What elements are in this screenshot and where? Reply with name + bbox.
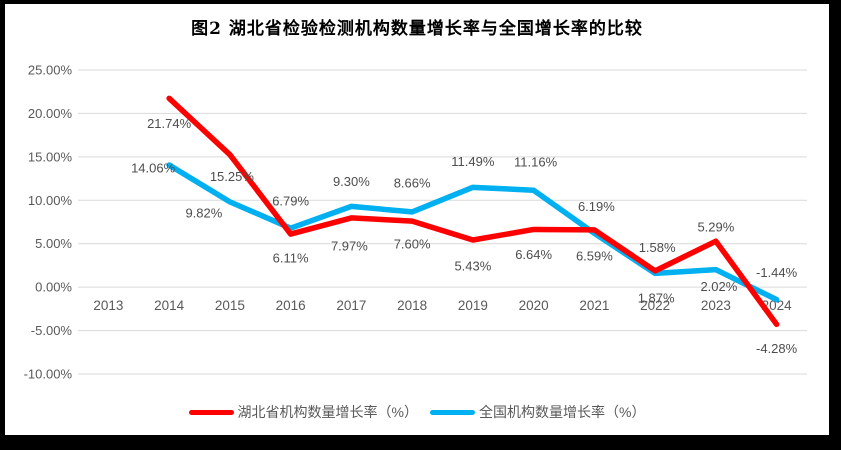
x-axis-tick-label: 2018: [397, 298, 427, 313]
data-label-national: -1.44%: [756, 265, 798, 280]
legend: 湖北省机构数量增长率（%） 全国机构数量增长率（%）: [5, 402, 829, 422]
legend-label-hubei: 湖北省机构数量增长率（%）: [237, 404, 418, 420]
data-label-hubei: 6.64%: [515, 247, 552, 262]
x-axis-tick-label: 2021: [579, 298, 609, 313]
y-axis-tick-label: 20.00%: [28, 106, 73, 121]
data-label-hubei: 5.29%: [697, 220, 734, 235]
data-label-national: 6.19%: [578, 199, 615, 214]
legend-label-national: 全国机构数量增长率（%）: [479, 404, 646, 420]
data-label-national: 11.16%: [514, 155, 558, 170]
x-axis-tick-label: 2015: [215, 298, 245, 313]
data-label-hubei: 15.25%: [210, 169, 255, 184]
data-label-hubei: 5.43%: [454, 258, 491, 273]
data-label-hubei: 7.97%: [331, 238, 368, 253]
x-axis-tick-label: 2017: [336, 298, 366, 313]
y-axis-tick-label: 25.00%: [28, 63, 73, 78]
data-label-hubei: 6.59%: [576, 248, 613, 263]
data-label-hubei: 6.11%: [273, 251, 309, 266]
legend-item-national: 全国机构数量增长率（%）: [430, 402, 645, 422]
x-axis-tick-label: 2019: [458, 298, 488, 313]
y-axis-tick-label: -5.00%: [31, 323, 73, 338]
x-axis-tick-label: 2016: [276, 298, 306, 313]
legend-item-hubei: 湖北省机构数量增长率（%）: [188, 402, 418, 422]
data-label-national: 6.79%: [272, 194, 309, 209]
y-axis-tick-label: 0.00%: [35, 280, 72, 295]
x-axis-tick-label: 2013: [93, 298, 123, 313]
data-label-national: 8.66%: [394, 175, 431, 190]
series-line-national: [166, 162, 780, 303]
chart-title: 图2 湖北省检验检测机构数量增长率与全国增长率的比较: [191, 19, 643, 39]
data-label-national: 1.58%: [639, 240, 676, 255]
series-line-hubei: [166, 95, 780, 328]
data-label-national: 9.82%: [185, 205, 222, 220]
x-axis-tick-label: 2023: [701, 298, 731, 313]
data-label-hubei: 7.60%: [394, 237, 431, 252]
data-label-hubei: 21.74%: [147, 116, 192, 131]
y-axis-tick-label: 5.00%: [35, 236, 72, 251]
data-label-national: 14.06%: [131, 161, 176, 176]
data-label-national: 11.49%: [451, 154, 495, 169]
y-axis-tick-label: 15.00%: [28, 149, 73, 164]
y-axis-tick-label: -10.00%: [24, 367, 73, 382]
data-label-hubei: -4.28%: [756, 341, 798, 356]
data-label-hubei: 1.87%: [638, 290, 675, 305]
data-label-national: 9.30%: [333, 174, 370, 189]
y-axis-tick-label: 10.00%: [28, 193, 73, 208]
legend-swatch-hubei-line: [188, 409, 234, 415]
x-axis-tick-label: 2024: [762, 298, 793, 313]
x-axis-tick-label: 2022: [640, 298, 670, 313]
x-axis-tick-label: 2014: [154, 298, 185, 313]
legend-swatch-national-line: [430, 409, 475, 415]
data-label-national: 2.02%: [700, 279, 737, 294]
x-axis-tick-label: 2020: [519, 298, 549, 313]
